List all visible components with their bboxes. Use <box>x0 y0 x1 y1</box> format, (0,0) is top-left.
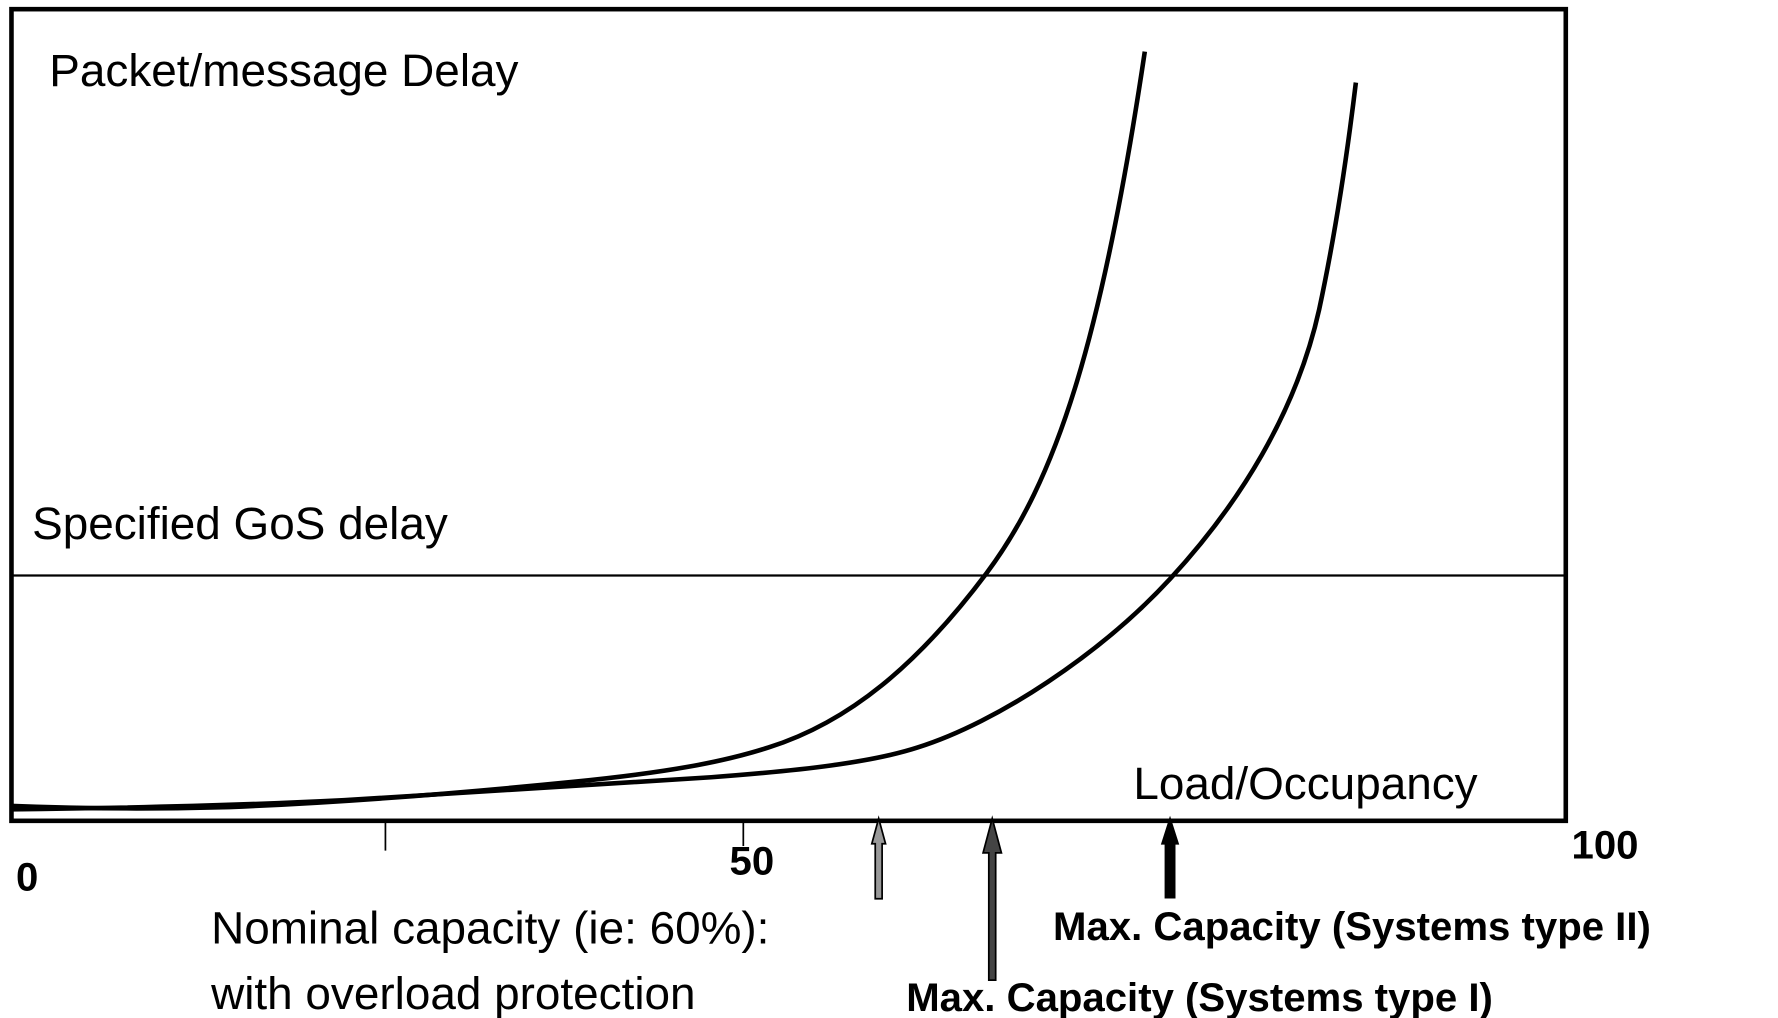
max-type-1-label: Max. Capacity (Systems type I) <box>906 975 1493 1018</box>
curve-type-2 <box>11 82 1359 812</box>
x-tick-label: 0 <box>16 855 38 900</box>
x-tick-label: 50 <box>730 839 775 884</box>
nominal-label: Nominal capacity (ie: 60%): <box>211 901 769 953</box>
plot-frame <box>9 6 1569 824</box>
y-label: Packet/message Delay <box>49 44 518 96</box>
max-type-2-label: Max. Capacity (Systems type II) <box>1053 904 1651 949</box>
arrow-type-1 <box>981 815 1003 982</box>
arrow-nominal <box>870 815 887 900</box>
gos-label: Specified GoS delay <box>32 497 448 549</box>
arrow-type-2 <box>1160 815 1180 899</box>
x-tick-label: 100 <box>1572 823 1639 868</box>
nominal-label: with overload protection <box>210 967 696 1018</box>
curve-type-1 <box>11 51 1148 811</box>
x-label: Load/Occupancy <box>1133 757 1477 809</box>
